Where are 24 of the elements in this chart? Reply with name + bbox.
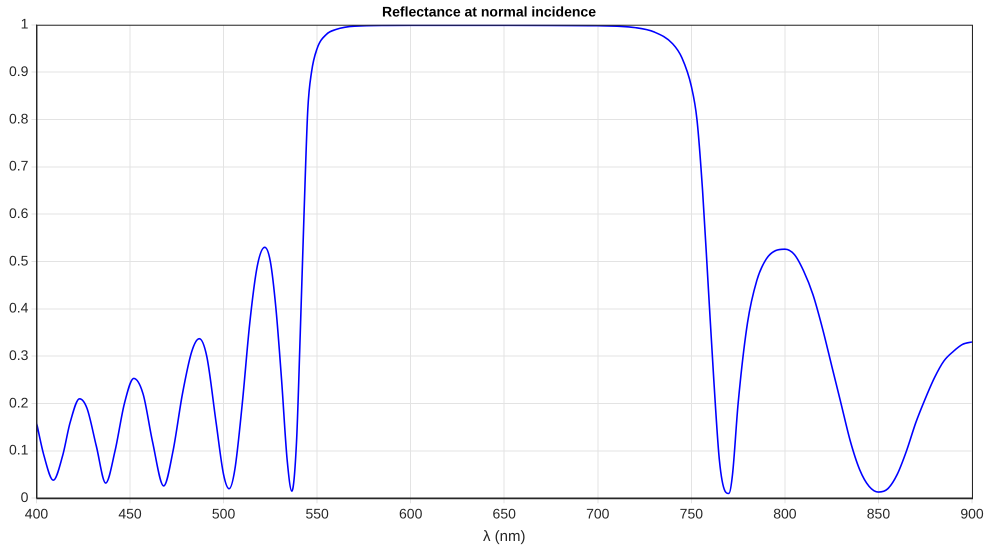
y-tick-label: 0.9 — [8, 63, 29, 79]
x-tick-label: 550 — [305, 505, 330, 522]
y-tick-label: 0.5 — [8, 252, 29, 268]
y-tick-label: 0.8 — [8, 110, 29, 126]
x-tick-label: 850 — [866, 505, 890, 522]
x-tick-label: 800 — [773, 505, 797, 522]
x-tick-label: 600 — [398, 505, 423, 522]
y-tick-label: 0.3 — [8, 347, 29, 364]
x-tick-label: 700 — [586, 505, 610, 522]
y-tick-label: 0.1 — [8, 442, 29, 458]
x-tick-label: 650 — [492, 505, 516, 522]
x-tick-label: 400 — [24, 505, 48, 522]
x-tick-label: 450 — [118, 505, 142, 522]
x-tick-label: 750 — [680, 505, 704, 522]
y-tick-label: 0.7 — [8, 158, 29, 174]
x-tick-label: 900 — [960, 505, 984, 522]
chart-title: Reflectance at normal incidence — [382, 3, 596, 20]
y-tick-label: 0.6 — [8, 205, 29, 222]
y-tick-label: 0.2 — [8, 394, 29, 410]
y-tick-label: 1 — [20, 16, 29, 32]
x-axis-title: λ (nm) — [482, 528, 526, 546]
y-tick-label: 0 — [20, 489, 29, 506]
x-tick-label: 500 — [212, 505, 236, 522]
y-tick-label: 0.4 — [8, 300, 29, 316]
